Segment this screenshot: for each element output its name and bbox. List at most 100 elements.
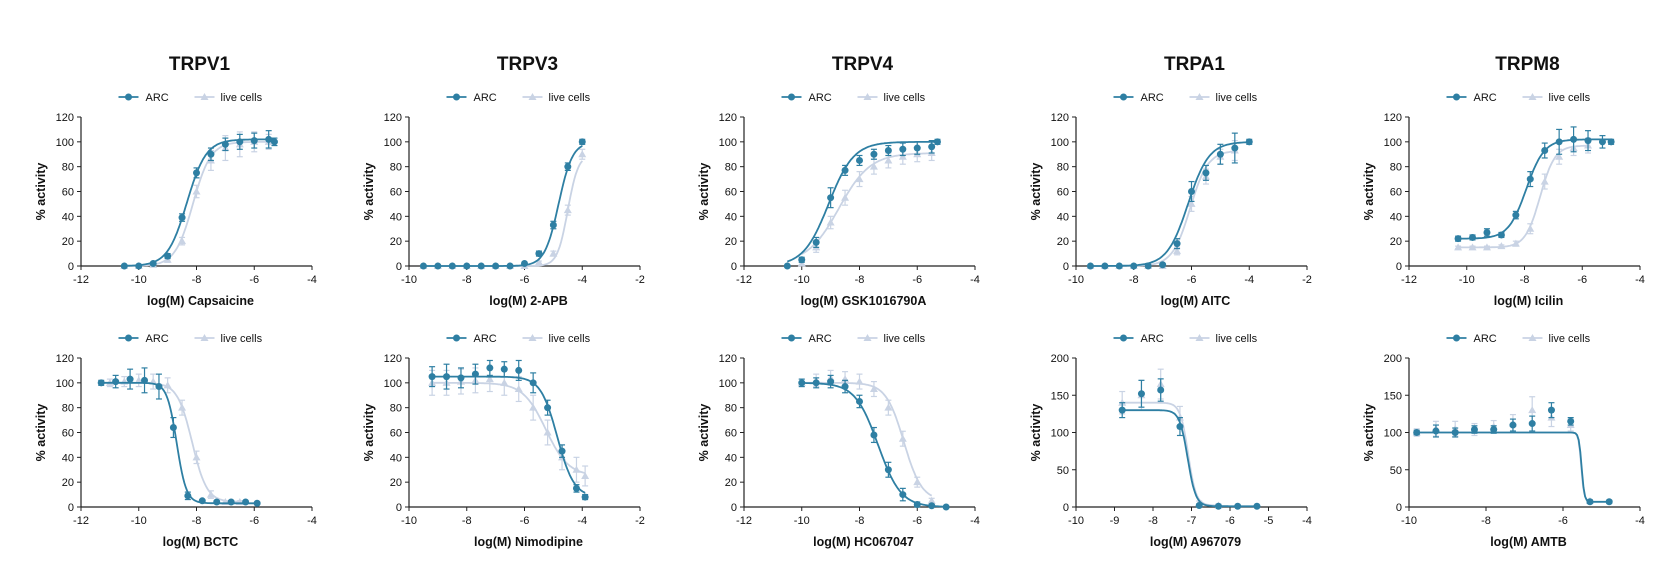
data-point-arc (1607, 138, 1615, 146)
series-live-cells (120, 131, 273, 269)
data-point-arc (783, 262, 791, 270)
x-tick-label: -5 (1264, 515, 1274, 527)
data-point-live (1454, 243, 1463, 251)
y-tick-label: 80 (725, 162, 737, 174)
x-tick-label: -4 (970, 274, 980, 286)
x-tick-label: -4 (1635, 274, 1645, 286)
legend-live-marker (528, 93, 537, 100)
x-tick-label: -6 (249, 274, 259, 286)
x-axis-label: log(M) 2-APB (489, 294, 567, 308)
x-tick-label: -6 (520, 274, 530, 286)
y-tick-label: 0 (1063, 502, 1069, 514)
data-point-arc (198, 497, 206, 505)
x-axis-label: log(M) HC067047 (813, 535, 914, 549)
x-tick-label: -10 (131, 515, 147, 527)
x-tick-label: -4 (1302, 515, 1312, 527)
y-tick-label: 80 (390, 403, 402, 415)
data-point-arc (253, 499, 261, 507)
data-point-arc (933, 138, 941, 146)
y-tick-label: 40 (390, 452, 402, 464)
series-arc (419, 138, 586, 270)
data-point-arc (1570, 135, 1578, 143)
data-point-arc (578, 138, 586, 146)
y-tick-label: 20 (725, 236, 737, 248)
data-point-arc (443, 373, 451, 381)
x-tick-label: -8 (1520, 274, 1530, 286)
fit-curve (1416, 431, 1591, 502)
data-point-arc (572, 484, 580, 492)
data-point-arc (1555, 138, 1563, 146)
x-tick-label: -8 (462, 515, 472, 527)
y-tick-label: 150 (1384, 390, 1402, 402)
legend-arc-marker (125, 334, 132, 342)
data-point-arc (841, 166, 849, 174)
x-tick-label: -6 (1577, 274, 1587, 286)
data-point-arc (1586, 498, 1594, 506)
data-point-arc (155, 383, 163, 391)
data-point-arc (1176, 423, 1184, 431)
legend-arc-label: ARC (1141, 333, 1164, 345)
data-point-arc (564, 163, 572, 171)
y-tick-label: 40 (1057, 211, 1069, 223)
y-axis-label: % activity (34, 404, 48, 462)
x-tick-label: -4 (307, 274, 317, 286)
legend-arc-marker (788, 93, 795, 101)
data-point-arc (457, 374, 465, 382)
y-tick-label: 20 (1057, 236, 1069, 248)
data-point-live (898, 152, 907, 160)
x-tick-label: -12 (1401, 274, 1417, 286)
data-point-arc (242, 498, 250, 506)
y-tick-label: 0 (396, 502, 402, 514)
data-point-arc (1469, 233, 1477, 241)
x-axis-label: log(M) BCTC (163, 535, 239, 549)
legend-live-marker (200, 93, 209, 100)
data-point-arc (913, 144, 921, 152)
data-point-arc (126, 375, 134, 383)
data-point-live (898, 434, 907, 442)
data-point-arc (1157, 386, 1165, 394)
x-tick-label: -10 (1401, 515, 1417, 527)
y-axis-label: % activity (362, 163, 376, 221)
legend-live-marker (528, 334, 537, 341)
data-point-arc (827, 378, 835, 386)
y-tick-label: 40 (390, 211, 402, 223)
x-tick-label: -10 (794, 515, 810, 527)
y-tick-label: 40 (725, 452, 737, 464)
data-point-arc (250, 137, 258, 145)
chart-log-m-amtb: ARC live cells 0 50 100 150 200 -10 -8 -6 -4 log(M)… (1362, 333, 1645, 549)
y-tick-label: 40 (725, 211, 737, 223)
data-point-live (543, 428, 552, 436)
series-arc (783, 138, 941, 270)
data-point-live (572, 465, 581, 473)
data-point-live (163, 381, 172, 389)
data-point-arc (1451, 429, 1459, 436)
legend-live-marker (863, 93, 872, 100)
data-point-arc (184, 492, 192, 500)
y-tick-label: 100 (56, 137, 74, 149)
legend-live-marker (1528, 93, 1537, 100)
data-point-arc (1130, 262, 1138, 270)
data-point-arc (1144, 262, 1152, 270)
data-point-arc (812, 238, 820, 246)
x-tick-label: -10 (1068, 274, 1084, 286)
data-point-arc (1216, 150, 1224, 158)
x-tick-label: -8 (855, 274, 865, 286)
fit-curve (1090, 141, 1250, 267)
series-arc (798, 374, 950, 511)
x-tick-label: -8 (855, 515, 865, 527)
data-point-arc (1470, 426, 1478, 434)
fit-curve (124, 141, 269, 267)
legend-live-marker (863, 334, 872, 341)
data-point-live (178, 237, 187, 245)
y-tick-label: 20 (1390, 236, 1402, 248)
data-point-live (581, 471, 590, 479)
chart-log-m-icilin: TRPM8 ARC live cells 0 20 40 60 80 100 120 -12 -10 -… (1362, 54, 1645, 308)
y-tick-label: 100 (1384, 428, 1402, 440)
y-tick-label: 80 (725, 403, 737, 415)
y-tick-label: 60 (390, 428, 402, 440)
data-point-live (534, 258, 543, 266)
series-arc (1413, 402, 1613, 506)
fit-curve (801, 381, 933, 497)
data-point-arc (227, 498, 235, 506)
data-point-arc (193, 169, 200, 177)
